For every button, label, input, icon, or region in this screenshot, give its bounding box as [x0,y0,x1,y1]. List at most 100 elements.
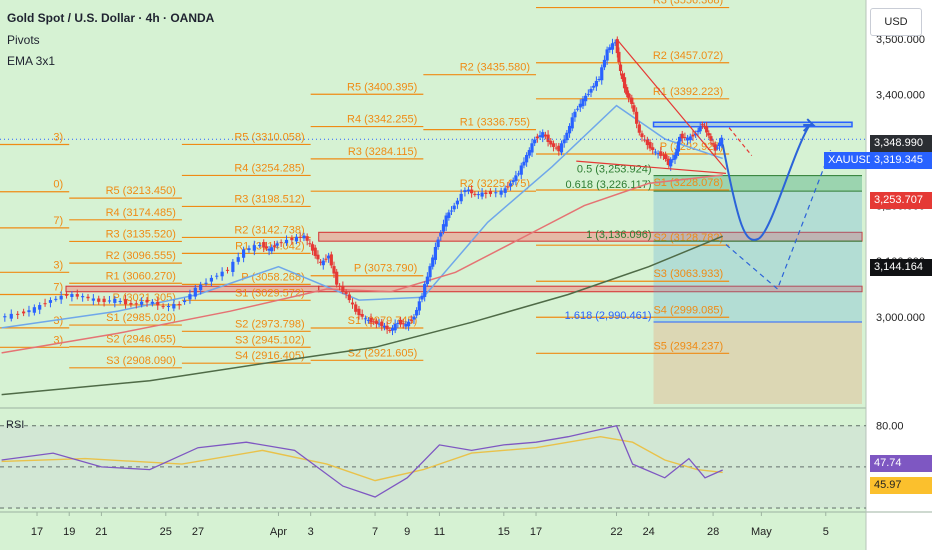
candle-body [559,143,564,153]
candle-body [494,192,498,194]
candle-body [150,301,154,304]
candle-body [589,88,593,93]
candle-body [573,111,577,118]
candle-body [527,150,531,156]
candle-body [252,245,256,251]
candle-body [651,147,655,151]
candle-body [463,190,467,193]
pivot-level-label: 7) [53,282,63,294]
candle-body [667,158,671,166]
candle-body [338,285,342,287]
pivot-level-label: R2 (3225.975) [460,178,530,190]
candle-body [357,308,361,316]
pivot-level-label: 3) [53,315,63,327]
candle-body [401,323,405,325]
candle-body [452,205,456,210]
candle-body [294,236,299,242]
candle-body [350,302,355,305]
x-tick-label: 17 [530,526,542,538]
x-tick-label: 11 [434,526,445,538]
candle-body [610,43,615,50]
candle-body [570,117,574,129]
candle-body [441,224,446,232]
candle-body [97,298,101,302]
candle-body [236,257,240,262]
candle-body [425,276,429,285]
pivot-level-label: S2 (2973.798) [235,318,305,330]
candle-body [533,139,537,144]
candle-body [522,161,526,166]
candle-body [628,98,632,100]
pivot-level-label: S4 (2916.405) [235,350,305,362]
projection-short-path [728,127,753,156]
x-tick-label: 24 [643,526,655,538]
candle-body [75,294,79,297]
candle-body [470,189,474,194]
pivot-level-label: R1 (3392.223) [653,86,723,98]
candle-body [129,303,133,305]
chart-title: Gold Spot / U.S. Dollar · 4h · OANDA [7,11,215,25]
pivot-level-label: 3) [53,259,63,271]
target-zone-top [653,175,862,192]
candle-body [279,242,283,244]
candle-body [404,323,408,327]
candle-body [565,132,569,141]
candle-body [329,254,333,266]
pivot-level-label: S1 (3029.572) [235,287,305,299]
candle-body [618,64,623,72]
candle-body [656,153,660,155]
candle-body [707,133,711,136]
pivot-level-label: R2 (3435.580) [460,62,530,74]
candle-body [541,132,545,138]
candle-body [447,212,451,218]
candle-body [38,305,42,310]
candle-body [9,313,13,319]
candle-body [313,247,317,256]
candle-body [86,296,90,299]
candle-body [600,67,604,81]
candle-body [272,245,277,247]
price-tag-slow-ema: 3,144.164 [870,259,932,276]
x-tick-label: 15 [498,526,510,538]
x-tick-label: 7 [372,526,378,538]
candle-body [715,147,719,149]
candle-body [546,134,550,143]
candle-body [615,39,619,54]
indicator-pivots-label[interactable]: Pivots [7,33,40,47]
candle-body [551,143,556,147]
candle-body [709,136,713,141]
currency-unit-button[interactable]: USD [870,8,922,36]
candle-body [488,190,493,195]
pivot-level-label: R4 (3174.485) [106,207,176,219]
candle-body [562,139,566,144]
pivot-level-label: R1 (3336.755) [460,117,530,129]
candle-body [372,321,376,323]
candle-body [318,261,323,263]
candle-body [516,173,521,175]
candle-body [225,269,230,271]
candle-body [519,165,523,175]
candle-body [420,295,424,300]
candle-body [449,210,454,212]
candle-body [626,93,631,98]
rsi-ma-value-tag: 45.97 [870,477,932,494]
price-tag-ema: 3,253.707 [870,192,932,209]
x-tick-label: 19 [63,526,75,538]
candle-body [530,143,534,153]
candle-body [433,246,438,260]
candle-body [511,180,515,183]
candle-body [188,294,192,300]
pivot-level-label: S3 (2945.102) [235,334,305,346]
fib-level-label: 0.5 (3,253.924) [577,164,652,176]
candle-body [676,141,681,152]
candle-body [705,126,709,133]
candle-body [166,306,171,308]
candle-body [267,248,271,251]
indicator-ema-label[interactable]: EMA 3x1 [7,54,56,68]
pivot-level-label: R5 (3400.395) [347,81,417,93]
pivot-level-label: S2 (2921.605) [348,347,418,359]
candle-body [576,108,580,110]
candle-body [415,309,419,316]
candle-body [665,159,669,161]
